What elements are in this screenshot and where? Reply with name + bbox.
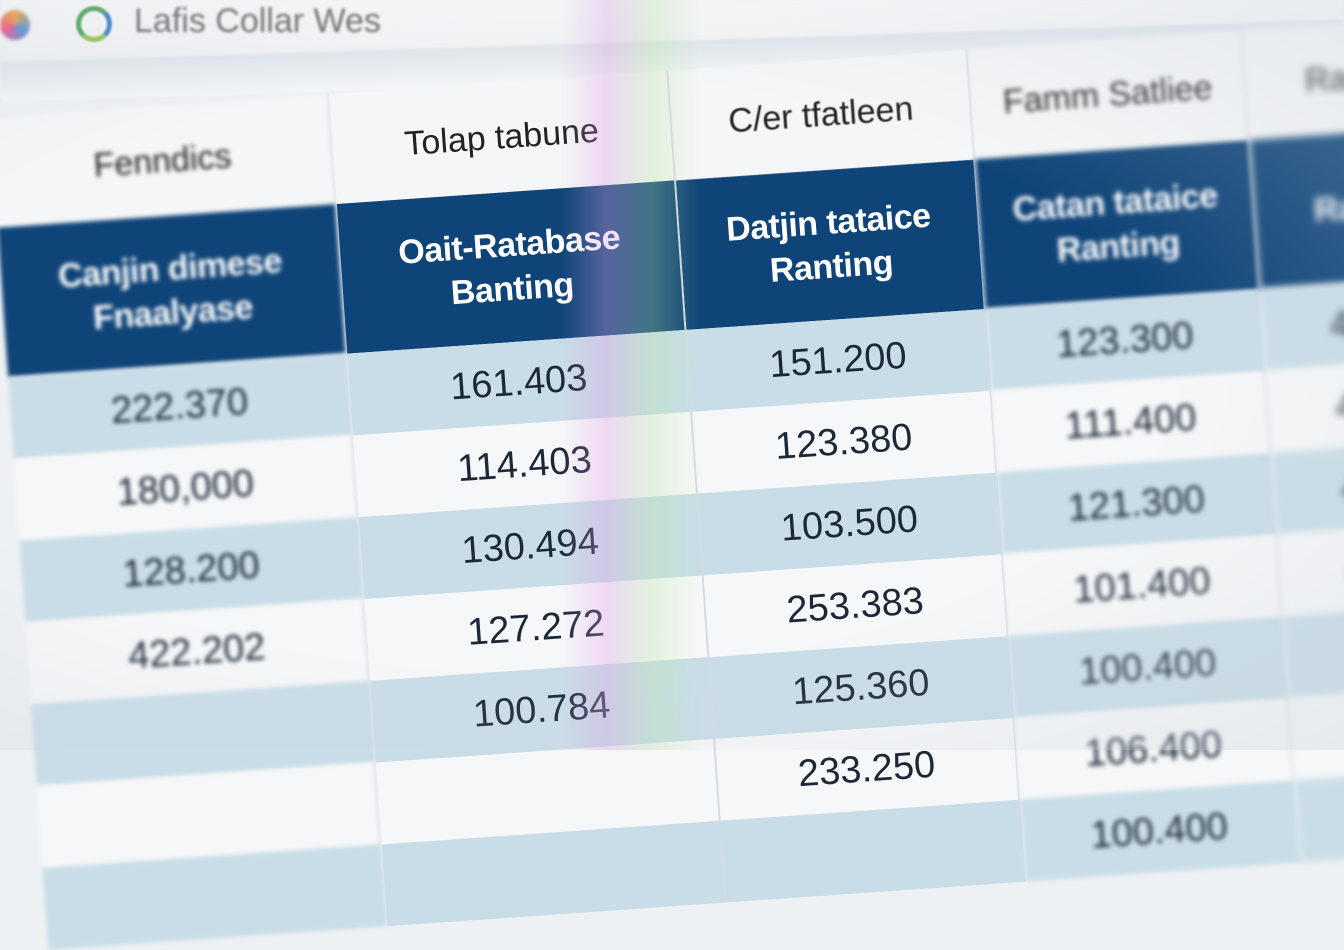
- column-header[interactable]: Datjin tataice Ranting: [676, 159, 986, 330]
- table-cell[interactable]: 400: [1288, 684, 1344, 781]
- table-column: Fenndics Canjin dimese Fnaalyase 222.370 18…: [0, 94, 388, 950]
- table-column: Tolap tabune Oait-Ratabase Banting 161.403…: [329, 70, 727, 927]
- column-header[interactable]: Canjin dimese Fnaalyase: [0, 204, 348, 378]
- column-group-header[interactable]: C/er tfatleen: [668, 49, 976, 181]
- table-cell[interactable]: 400: [1265, 357, 1344, 454]
- column-header[interactable]: Catan tataice Ranting: [975, 140, 1261, 310]
- column-header[interactable]: Rasa: [1249, 126, 1344, 290]
- table-cell[interactable]: 400: [1277, 521, 1344, 618]
- table-cell[interactable]: 400: [1282, 603, 1344, 699]
- column-group-header[interactable]: Rasa: [1241, 16, 1344, 141]
- logo-icon: [76, 6, 112, 42]
- app-icon[interactable]: [0, 10, 30, 40]
- table-column: C/er tfatleen Datjin tataice Ranting 151.2…: [668, 49, 1026, 903]
- column-group-header[interactable]: Famm Satliee: [967, 30, 1250, 160]
- table-cell[interactable]: 400: [1260, 275, 1344, 372]
- window-title: Lafis Collar Wes: [134, 2, 381, 40]
- column-header[interactable]: Oait-Ratabase Banting: [336, 180, 687, 354]
- table-cell[interactable]: 400: [1271, 439, 1344, 536]
- table-cell[interactable]: 400: [1294, 766, 1344, 863]
